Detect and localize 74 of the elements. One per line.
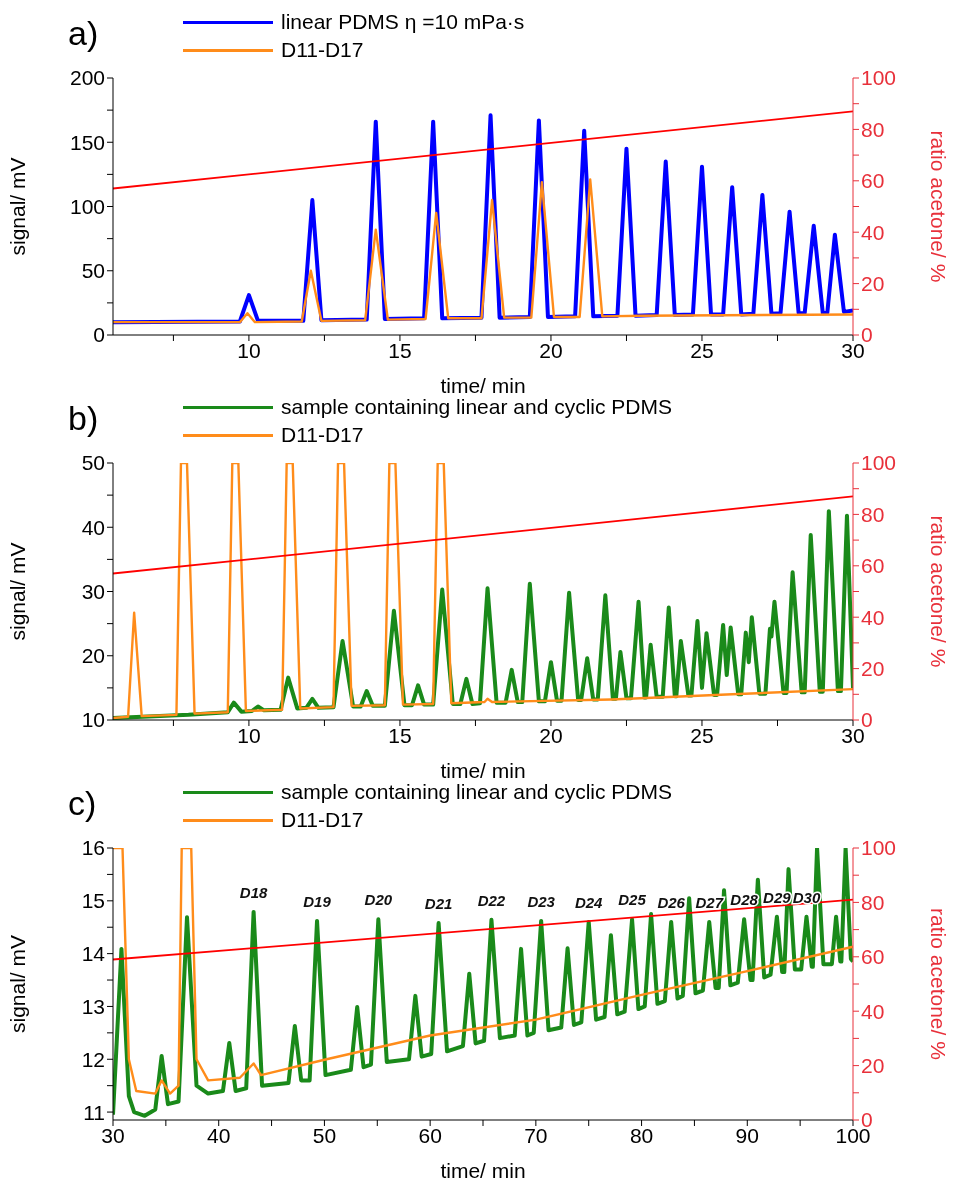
annotation: D25 bbox=[618, 891, 647, 909]
annotation: D20 bbox=[364, 891, 393, 909]
y-tick-label: 100 bbox=[69, 194, 105, 218]
y-tick-label: 13 bbox=[81, 994, 105, 1018]
y-tick-label: 50 bbox=[81, 259, 105, 283]
line-series bbox=[113, 178, 853, 324]
x-tick-label: 25 bbox=[690, 723, 714, 747]
y2-tick-label: 60 bbox=[861, 945, 885, 969]
y2-tick-label: 80 bbox=[861, 502, 885, 526]
y2-tick-label: 20 bbox=[861, 272, 885, 296]
y-tick-label: 15 bbox=[81, 889, 105, 913]
y-tick-label: 40 bbox=[81, 515, 105, 539]
x-tick-label: 50 bbox=[312, 1123, 337, 1147]
x-tick-label: 30 bbox=[101, 1123, 125, 1147]
x-tick-label: 80 bbox=[629, 1123, 654, 1147]
y2-axis-title: ratio acetone/ % bbox=[926, 908, 950, 1060]
annotation: D26 bbox=[657, 893, 686, 911]
y-tick-label: 10 bbox=[81, 708, 105, 732]
y-tick-label: 0 bbox=[93, 323, 105, 347]
x-axis-title: time/ min bbox=[440, 374, 526, 397]
chart-title: a) bbox=[68, 14, 100, 53]
annotation: D19 bbox=[303, 892, 332, 910]
legend-label: D11-D17 bbox=[281, 423, 364, 447]
y-axis-title: signal/ mV bbox=[6, 157, 30, 256]
legend-label: D11-D17 bbox=[281, 808, 364, 832]
annotation: D22 bbox=[477, 891, 506, 909]
legend-label: linear PDMS η =10 mPa·s bbox=[281, 10, 525, 34]
y-tick-label: 16 bbox=[81, 836, 105, 860]
y2-tick-label: 80 bbox=[861, 117, 885, 141]
x-tick-label: 60 bbox=[418, 1123, 442, 1147]
y2-tick-label: 100 bbox=[861, 451, 897, 475]
y-tick-label: 14 bbox=[81, 942, 106, 966]
y-tick-label: 12 bbox=[81, 1047, 105, 1071]
y-tick-label: 11 bbox=[83, 1100, 105, 1124]
y2-tick-label: 40 bbox=[861, 605, 885, 629]
x-tick-label: 25 bbox=[690, 338, 714, 362]
legend-label: sample containing linear and cyclic PDMS bbox=[281, 395, 673, 419]
y2-tick-label: 20 bbox=[861, 657, 885, 681]
x-tick-label: 10 bbox=[237, 723, 261, 747]
x-tick-label: 70 bbox=[524, 1123, 548, 1147]
x-tick-label: 40 bbox=[207, 1123, 231, 1147]
annotation: D23 bbox=[527, 892, 556, 910]
annotation: D18 bbox=[239, 883, 269, 901]
y2-tick-label: 40 bbox=[861, 999, 885, 1023]
y2-tick-label: 100 bbox=[861, 836, 897, 860]
x-tick-label: 20 bbox=[539, 723, 563, 747]
y-tick-label: 30 bbox=[81, 579, 105, 603]
y2-tick-label: 60 bbox=[861, 554, 885, 578]
y-tick-label: 20 bbox=[81, 644, 105, 668]
x-tick-label: 20 bbox=[539, 338, 563, 362]
chart-title: b) bbox=[68, 399, 100, 438]
annotation: D21 bbox=[424, 895, 453, 912]
annotation: D24 bbox=[574, 893, 604, 911]
x-axis-title: time/ min bbox=[440, 1159, 526, 1179]
x-tick-label: 10 bbox=[237, 338, 261, 362]
x-axis-title: time/ min bbox=[440, 759, 526, 782]
chart-title: c) bbox=[68, 784, 98, 823]
y2-axis-title: ratio acetone/ % bbox=[926, 130, 950, 283]
y-tick-label: 50 bbox=[81, 451, 105, 475]
y-axis-title: signal/ mV bbox=[6, 934, 30, 1034]
x-tick-label: 90 bbox=[735, 1123, 759, 1147]
x-tick-label: 15 bbox=[388, 338, 412, 362]
y-axis-title: signal/ mV bbox=[6, 542, 30, 641]
x-tick-label: 15 bbox=[388, 723, 412, 747]
y2-axis-title: ratio acetone/ % bbox=[926, 515, 950, 668]
legend-label: sample containing linear and cyclic PDMS bbox=[281, 780, 673, 804]
y2-tick-label: 20 bbox=[861, 1054, 885, 1078]
y-tick-label: 200 bbox=[69, 66, 105, 90]
y-tick-label: 150 bbox=[69, 130, 105, 154]
y2-tick-label: 40 bbox=[861, 220, 885, 244]
y2-tick-label: 80 bbox=[861, 890, 885, 914]
y2-tick-label: 60 bbox=[861, 169, 885, 193]
y2-tick-label: 100 bbox=[861, 66, 897, 90]
legend-label: D11-D17 bbox=[281, 38, 364, 62]
